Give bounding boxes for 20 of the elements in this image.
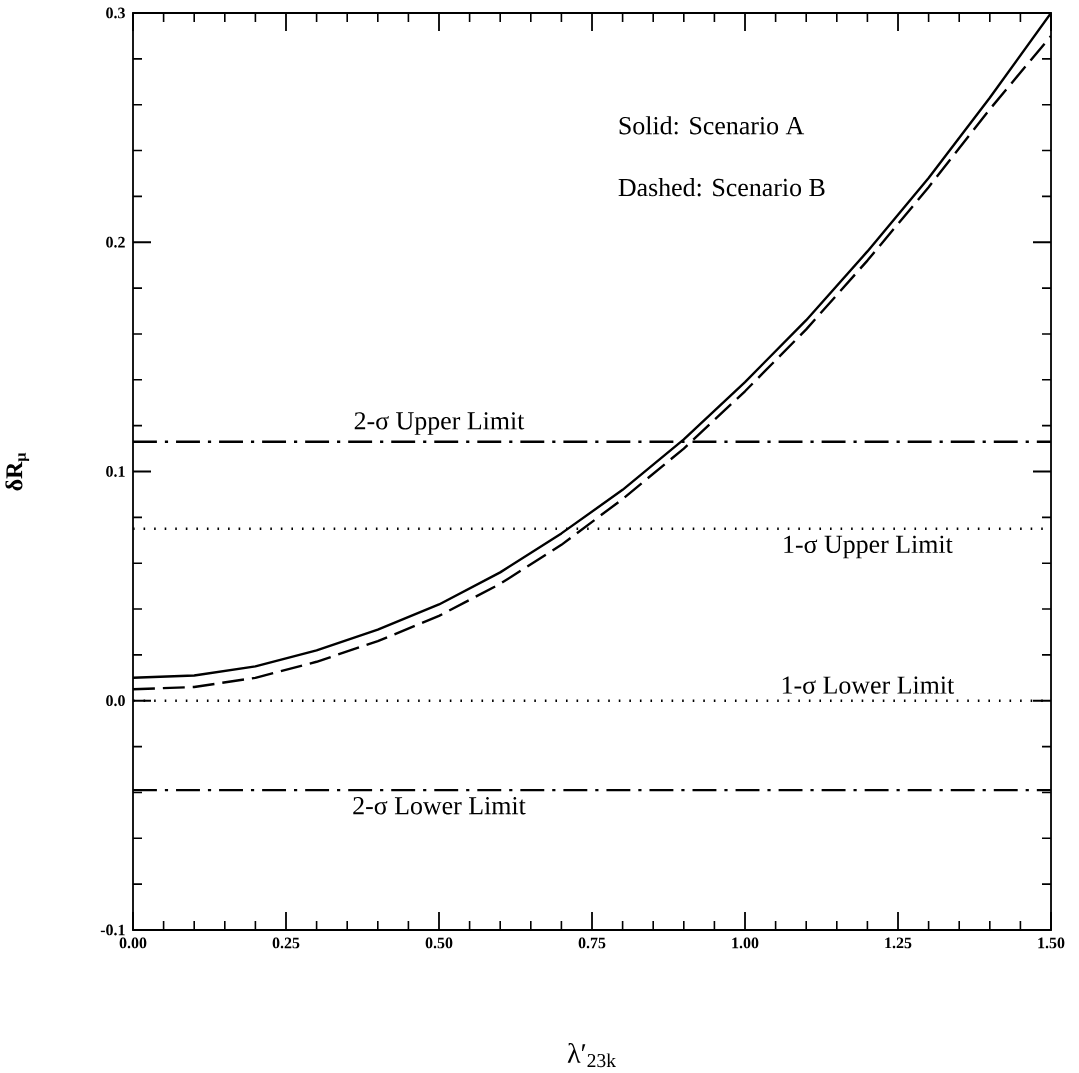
annotation: Solid: Scenario A [619, 116, 805, 135]
y-tick-label: 0.3 [106, 7, 125, 19]
x-tick-label: 0.00 [119, 937, 147, 949]
annotation: Dashed: Scenario B [618, 178, 825, 197]
ref-line-label: 1-σ Lower Limit [782, 676, 955, 694]
ref-line-label: 2-σ Lower Limit [353, 797, 526, 815]
x-tick-label: 1.25 [885, 937, 912, 949]
y-axis-title: δR$_{μ}$ [5, 452, 30, 491]
x-tick-label: 1.00 [732, 937, 759, 949]
ref-line-label: 1-σ Upper Limit [784, 535, 953, 559]
x-tick-label: 0.50 [425, 937, 453, 949]
y-tick-label: -0.1 [100, 924, 125, 936]
y-tick-label: 0.0 [106, 695, 125, 707]
y-tick-label: 0.1 [106, 466, 125, 477]
y-tick-label: 0.2 [106, 236, 125, 248]
x-tick-label: 0.75 [578, 937, 606, 949]
x-tick-label: 1.50 [1038, 937, 1065, 949]
x-axis-title: λ′$_{23k}$ [567, 1042, 616, 1068]
x-tick-label: 0.25 [272, 937, 300, 949]
ref-line-label: 2-σ Upper Limit [354, 412, 525, 435]
